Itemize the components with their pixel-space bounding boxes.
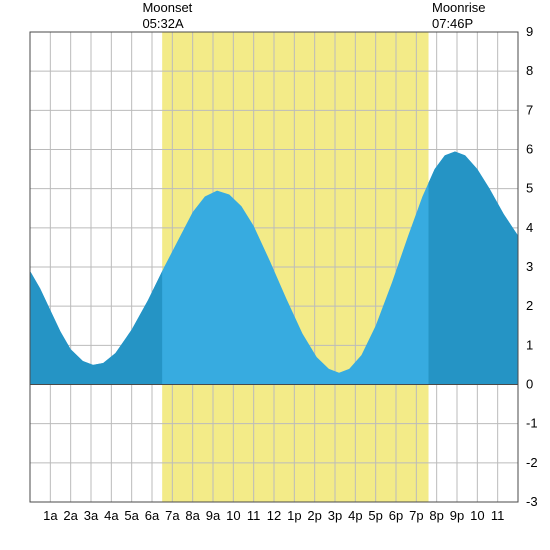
x-tick-label: 10 xyxy=(226,508,240,523)
x-tick-label: 11 xyxy=(491,508,505,523)
y-tick-label: 7 xyxy=(526,102,533,117)
y-tick-label: 1 xyxy=(526,337,533,352)
moonrise-title: Moonrise xyxy=(432,0,485,15)
chart-svg: 1a2a3a4a5a6a7a8a9a1011121p2p3p4p5p6p7p8p… xyxy=(0,0,550,550)
x-tick-label: 4a xyxy=(104,508,119,523)
moonset-label: Moonset 05:32A xyxy=(142,0,192,31)
x-tick-label: 8a xyxy=(185,508,200,523)
x-tick-label: 6p xyxy=(389,508,403,523)
x-tick-label: 7p xyxy=(409,508,423,523)
y-tick-label: 3 xyxy=(526,259,533,274)
moonrise-time: 07:46P xyxy=(432,16,485,32)
moonrise-label: Moonrise 07:46P xyxy=(432,0,485,31)
x-tick-label: 3p xyxy=(328,508,342,523)
x-tick-label: 2a xyxy=(63,508,78,523)
x-tick-label: 7a xyxy=(165,508,180,523)
x-tick-label: 2p xyxy=(307,508,321,523)
x-tick-label: 3a xyxy=(84,508,99,523)
x-tick-label: 9a xyxy=(206,508,221,523)
y-tick-label: 8 xyxy=(526,63,533,78)
x-tick-label: 8p xyxy=(429,508,443,523)
x-tick-label: 12 xyxy=(267,508,281,523)
moonset-time: 05:32A xyxy=(142,16,192,32)
x-tick-label: 9p xyxy=(450,508,464,523)
y-tick-label: 6 xyxy=(526,142,533,157)
x-tick-label: 1p xyxy=(287,508,301,523)
y-tick-label: 9 xyxy=(526,24,533,39)
y-tick-label: 4 xyxy=(526,220,533,235)
y-tick-label: 2 xyxy=(526,298,533,313)
moonset-title: Moonset xyxy=(142,0,192,15)
x-tick-label: 10 xyxy=(470,508,484,523)
x-tick-label: 11 xyxy=(247,508,261,523)
x-tick-label: 5a xyxy=(124,508,139,523)
y-tick-label: 5 xyxy=(526,181,533,196)
x-tick-label: 5p xyxy=(368,508,382,523)
y-tick-label: -2 xyxy=(526,455,538,470)
x-tick-label: 6a xyxy=(145,508,160,523)
tide-chart: Moonset 05:32A Moonrise 07:46P 1a 2a 3a 4a 5… xyxy=(0,0,550,550)
y-tick-label: -3 xyxy=(526,494,538,509)
y-tick-label: 0 xyxy=(526,377,533,392)
y-tick-label: -1 xyxy=(526,416,538,431)
x-tick-label: 1a xyxy=(43,508,58,523)
x-tick-label: 4p xyxy=(348,508,362,523)
